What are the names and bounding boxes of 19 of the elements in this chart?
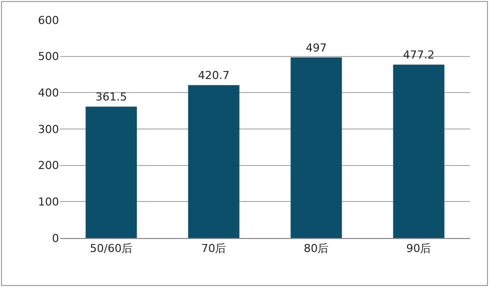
y-tick-label: 500 — [38, 50, 59, 64]
x-tick-label: 70后 — [201, 242, 226, 256]
bar — [290, 57, 342, 238]
y-tick-label: 300 — [38, 122, 59, 136]
x-tick-label: 50/60后 — [90, 242, 133, 256]
y-tick-label: 100 — [38, 196, 59, 209]
data-label: 497 — [306, 41, 327, 54]
x-tick-label: 90后 — [406, 242, 432, 256]
data-label: 477.2 — [403, 48, 435, 62]
x-tick-label: 80后 — [304, 242, 329, 256]
y-tick-label: 400 — [38, 86, 59, 100]
bar — [188, 85, 240, 238]
bar — [393, 64, 444, 238]
data-label: 361.5 — [96, 90, 128, 104]
y-tick-label: 0 — [52, 232, 59, 245]
y-tick-label: 600 — [38, 14, 59, 27]
bar — [86, 106, 137, 238]
data-label: 420.7 — [198, 69, 230, 82]
y-tick-label: 200 — [38, 159, 59, 172]
